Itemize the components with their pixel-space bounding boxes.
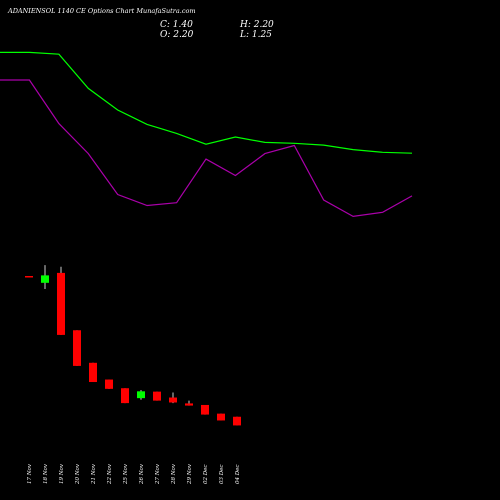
x-tick-label: 28 Nov — [171, 463, 177, 485]
candle — [57, 266, 65, 335]
candle-body — [73, 330, 81, 366]
candle — [233, 416, 241, 426]
x-tick-label: 22 Nov — [107, 463, 113, 485]
x-tick-label: 04 Dec — [235, 465, 241, 485]
candle — [41, 265, 49, 290]
candle-body — [25, 276, 33, 278]
x-tick-label: 29 Nov — [187, 463, 193, 485]
upper-indicator-line — [0, 51, 413, 154]
candle — [89, 362, 97, 383]
x-tick-label: 17 Nov — [27, 463, 33, 484]
candle-body — [89, 362, 97, 383]
candle — [217, 413, 225, 421]
candle-body — [41, 275, 49, 283]
candle-body — [121, 388, 129, 404]
x-tick-label: 21 Nov — [91, 463, 97, 485]
indicator-lines — [0, 51, 413, 218]
candle — [105, 379, 113, 389]
chart-title: ADANIENSOL 1140 CE Options Chart MunafaS… — [8, 7, 196, 15]
x-tick-label: 25 Nov — [123, 463, 129, 485]
x-tick-label: 20 Nov — [75, 463, 81, 485]
candle — [185, 400, 193, 406]
candle-body — [105, 379, 113, 389]
x-tick-label: 02 Dec — [203, 465, 209, 485]
candle-body — [185, 403, 193, 406]
x-tick-label: 03 Dec — [219, 465, 225, 485]
x-tick-label: 26 Nov — [139, 463, 145, 485]
candle — [153, 391, 161, 401]
candle-body — [57, 272, 65, 335]
candle-body — [201, 404, 209, 415]
candle — [73, 330, 81, 366]
close-value: C: 1.40 — [160, 20, 193, 30]
candle — [201, 404, 209, 415]
x-axis-ticks: 17 Nov 18 Nov 19 Nov 20 Nov 21 Nov 22 Nov 25 N… — [27, 463, 241, 485]
candle — [137, 390, 145, 400]
candle-body — [217, 413, 225, 421]
high-value: H: 2.20 — [240, 20, 274, 30]
candlestick-series — [25, 265, 241, 426]
candle-body — [169, 397, 177, 403]
low-value: L: 1.25 — [240, 30, 272, 40]
x-tick-label: 27 Nov — [155, 463, 161, 485]
candle — [121, 388, 129, 404]
x-tick-label: 19 Nov — [59, 463, 65, 484]
candle-body — [233, 416, 241, 426]
x-tick-label: 18 Nov — [43, 463, 49, 484]
candle — [25, 276, 33, 278]
lower-indicator-line — [0, 79, 413, 218]
candle — [169, 392, 177, 404]
candle-body — [153, 391, 161, 401]
open-value: O: 2.20 — [160, 30, 194, 40]
candle-body — [137, 391, 145, 399]
